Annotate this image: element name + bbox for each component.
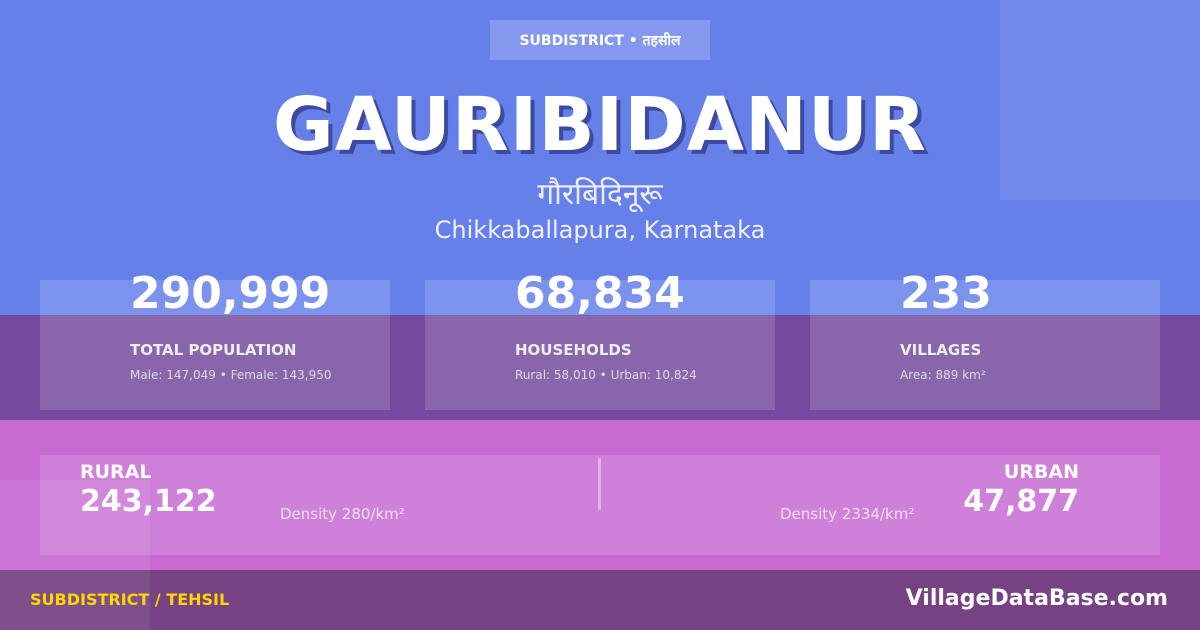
stat-sub: Rural: 58,010 • Urban: 10,824 <box>515 368 697 382</box>
stat-card-households: 68,834 HOUSEHOLDS Rural: 58,010 • Urban:… <box>425 268 775 410</box>
stat-label: HOUSEHOLDS <box>515 341 632 359</box>
native-name: गौरबिदिनूरू <box>537 177 663 212</box>
stat-sub: Area: 889 km² <box>900 368 986 382</box>
footer <box>0 570 1200 630</box>
stats-band <box>0 315 1200 420</box>
stat-value: 68,834 <box>515 268 685 319</box>
stat-value: 290,999 <box>130 268 331 319</box>
location: Chikkaballapura, Karnataka <box>434 216 766 244</box>
divider <box>598 458 601 510</box>
stat-label: VILLAGES <box>900 341 982 359</box>
stat-card-population: 290,999 TOTAL POPULATION Male: 147,049 •… <box>40 268 390 410</box>
rural-label: RURAL <box>80 461 152 483</box>
rural-value: 243,122 <box>80 484 217 519</box>
stat-sub: Male: 147,049 • Female: 143,950 <box>130 368 332 382</box>
decorative-square <box>0 480 150 630</box>
urban-density: Density 2334/km² <box>780 505 915 523</box>
rural-urban-panel <box>40 455 1160 555</box>
stat-card-villages: 233 VILLAGES Area: 889 km² <box>810 268 1160 410</box>
decorative-square <box>1000 0 1200 200</box>
footer-category: SUBDISTRICT / TEHSIL <box>30 590 230 609</box>
urban-value: 47,877 <box>963 484 1079 519</box>
urban-label: URBAN <box>1003 461 1079 483</box>
page-title: GAURIBIDANUR <box>273 82 927 168</box>
rural-urban-band <box>0 420 1200 570</box>
rural-density: Density 280/km² <box>280 505 405 523</box>
type-badge: SUBDISTRICT • तहसील <box>490 20 710 60</box>
stat-value: 233 <box>900 268 992 319</box>
stat-label: TOTAL POPULATION <box>130 341 297 359</box>
brand-link[interactable]: VillageDataBase.com <box>905 586 1168 611</box>
